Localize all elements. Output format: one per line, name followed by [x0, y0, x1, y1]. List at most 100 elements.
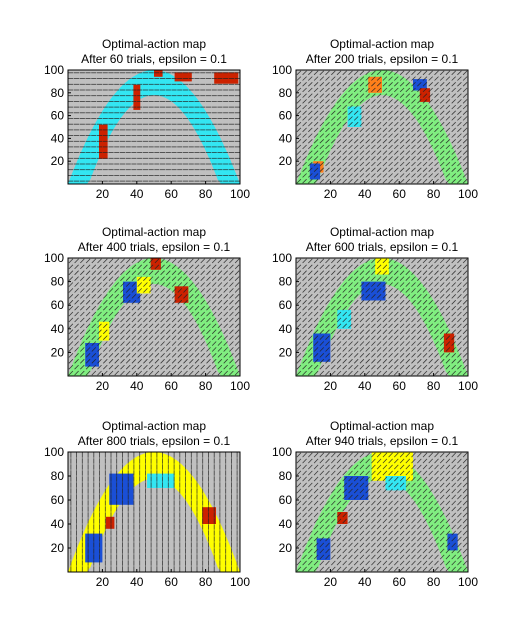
region-patch: [133, 84, 141, 110]
x-tick-label: 60: [165, 575, 179, 589]
y-tick-label: 80: [279, 275, 293, 289]
x-tick-label: 100: [230, 187, 250, 201]
region-patch: [136, 276, 151, 294]
region-patch: [337, 512, 348, 524]
y-tick-label: 80: [279, 86, 293, 100]
y-tick-label: 100: [272, 445, 292, 459]
subplot-4: 20 40 60 80 100 20 40 60 80 100 Optimal-action map…: [272, 225, 478, 393]
region-patch: [150, 258, 161, 270]
y-tick-label: 20: [51, 541, 65, 555]
region-patch: [85, 533, 103, 563]
y-tick-label: 80: [51, 275, 65, 289]
region-patch: [313, 333, 331, 362]
region-patch: [447, 533, 458, 551]
region-patch: [443, 333, 455, 353]
y-tick-label: 100: [44, 445, 64, 459]
band-region: [296, 452, 468, 572]
x-tick-label: 40: [358, 187, 372, 201]
x-tick-label: 100: [458, 575, 478, 589]
y-tick-label: 60: [279, 109, 293, 123]
x-tick-label: 40: [358, 575, 372, 589]
region-patch: [99, 321, 110, 341]
x-tick-label: 60: [165, 379, 179, 393]
x-tick-label: 100: [458, 187, 478, 201]
axes-frame: [67, 69, 241, 185]
y-tick-label: 80: [279, 469, 293, 483]
y-tick-label: 60: [279, 298, 293, 312]
plot-title: Optimal-action map: [330, 37, 434, 51]
region-patch: [214, 72, 239, 84]
region-patch: [375, 258, 389, 275]
x-tick-label: 80: [199, 575, 213, 589]
subplot-2: 20 40 60 80 100 20 40 60 80 100 Optimal-action map…: [272, 37, 478, 201]
plot-subtitle: After 400 trials, epsilon = 0.1: [78, 240, 231, 254]
y-tick-label: 40: [279, 131, 293, 145]
region-patch: [154, 70, 163, 77]
arrow-field: [296, 258, 468, 376]
x-tick-label: 40: [130, 575, 144, 589]
region-patch: [105, 516, 115, 529]
y-tick-label: 40: [279, 517, 293, 531]
x-tick-label: 80: [199, 379, 213, 393]
plot-title: Optimal-action map: [330, 225, 434, 239]
x-tick-label: 80: [427, 575, 441, 589]
plot-subtitle: After 800 trials, epsilon = 0.1: [78, 434, 231, 448]
region-patch: [174, 72, 192, 82]
x-tick-label: 60: [165, 187, 179, 201]
x-tick-label: 100: [230, 575, 250, 589]
plot-subtitle: After 600 trials, epsilon = 0.1: [306, 240, 459, 254]
region-patch: [419, 88, 431, 102]
y-tick-label: 60: [51, 109, 65, 123]
region-patch: [413, 79, 427, 91]
x-tick-label: 40: [130, 187, 144, 201]
region-patch: [347, 106, 362, 127]
region-patch: [202, 507, 216, 524]
y-tick-label: 40: [51, 131, 65, 145]
plot-subtitle: After 940 trials, epsilon = 0.1: [306, 434, 459, 448]
plot-title: Optimal-action map: [102, 419, 206, 433]
y-tick-label: 20: [279, 345, 293, 359]
x-tick-label: 20: [96, 379, 110, 393]
x-tick-label: 60: [393, 575, 407, 589]
y-tick-label: 100: [272, 251, 292, 265]
y-tick-label: 40: [51, 322, 65, 336]
x-tick-label: 60: [393, 379, 407, 393]
x-tick-label: 80: [427, 187, 441, 201]
arrow-field: [70, 452, 238, 572]
x-tick-label: 60: [393, 187, 407, 201]
y-tick-label: 80: [51, 469, 65, 483]
region-patch: [309, 163, 321, 180]
y-tick-label: 60: [51, 493, 65, 507]
region-patch: [147, 473, 175, 488]
axes-frame: [295, 69, 469, 185]
x-tick-label: 80: [199, 187, 213, 201]
y-tick-label: 80: [51, 86, 65, 100]
plot-subtitle: After 200 trials, epsilon = 0.1: [306, 52, 459, 66]
arrow-field: [296, 70, 468, 184]
y-tick-label: 40: [51, 517, 65, 531]
y-tick-label: 20: [279, 541, 293, 555]
x-tick-label: 80: [427, 379, 441, 393]
y-tick-label: 40: [279, 322, 293, 336]
plot-title: Optimal-action map: [102, 37, 206, 51]
plot-subtitle: After 60 trials, epsilon = 0.1: [81, 52, 227, 66]
y-tick-label: 100: [44, 251, 64, 265]
axes-frame: [67, 451, 241, 573]
subplot-6: 20 40 60 80 100 20 40 60 80 100 Optimal-action map…: [272, 419, 478, 589]
arrow-field: [68, 72, 240, 182]
y-tick-label: 20: [51, 345, 65, 359]
arrow-field: [68, 258, 240, 376]
x-tick-label: 20: [324, 575, 338, 589]
subplot-5: 20 40 60 80 100 20 40 60 80 100 Optimal-action map…: [44, 419, 250, 589]
plot-title: Optimal-action map: [330, 419, 434, 433]
region-patch: [344, 476, 369, 500]
x-tick-label: 20: [324, 379, 338, 393]
y-tick-label: 60: [51, 298, 65, 312]
x-tick-label: 20: [96, 575, 110, 589]
x-tick-label: 40: [130, 379, 144, 393]
arrow-field: [296, 452, 468, 572]
y-tick-label: 60: [279, 493, 293, 507]
x-tick-label: 40: [358, 379, 372, 393]
x-tick-label: 100: [230, 379, 250, 393]
